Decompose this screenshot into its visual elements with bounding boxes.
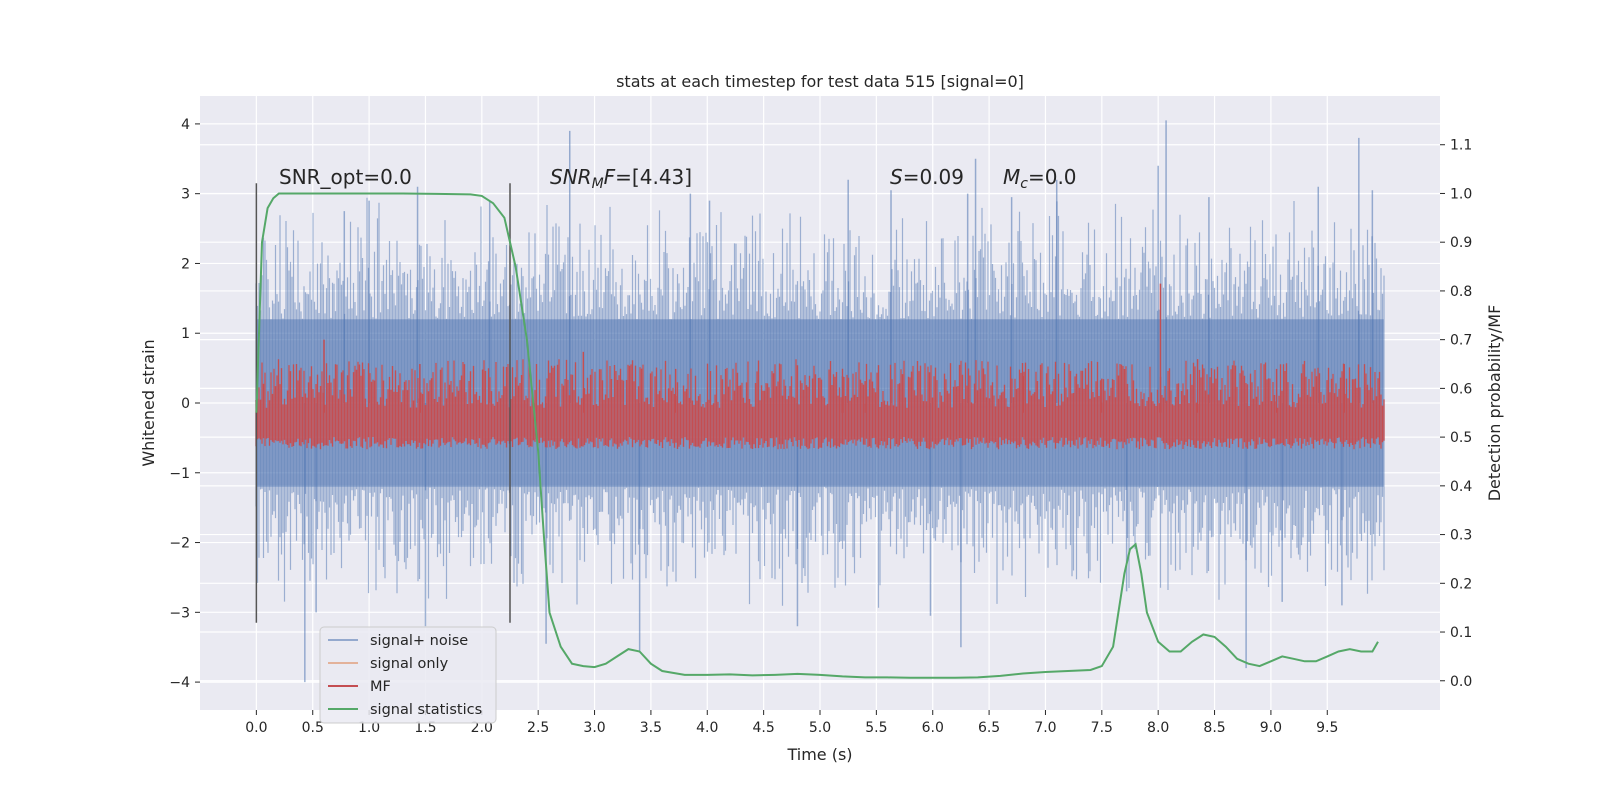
snr-mf-prefix: SNR [550, 165, 592, 189]
x-tick-label: 0.0 [245, 720, 267, 736]
y2-tick-label: 1.0 [1450, 186, 1472, 202]
ticks: 0.0 0.5 1.0 1.5 2.0 2.5 3.0 3.5 4.0 4.5 5.0 5.5 6.0 6… [169, 117, 1472, 736]
y-tick-label: 0 [181, 396, 190, 412]
chart-title: stats at each timestep for test data 515… [616, 72, 1024, 91]
snr-mf-suffix: =[4.43] [615, 165, 692, 189]
mc-symbol: M [1003, 165, 1020, 189]
y-axis-label: Whitened strain [139, 339, 158, 466]
y2-tick-label: 0.4 [1450, 479, 1472, 495]
x-tick-label: 9.5 [1316, 720, 1338, 736]
x-tick-label: 8.5 [1203, 720, 1225, 736]
y2-tick-label: 0.9 [1450, 235, 1472, 251]
annotation-snr-opt: SNR_opt=0.0 [279, 165, 412, 189]
legend-label-signal-noise: signal+ noise [370, 633, 468, 649]
legend: signal+ noise signal only MF signal stat… [319, 626, 497, 724]
signal-statistics-line [255, 192, 1379, 679]
y2-tick-label: 0.8 [1450, 284, 1472, 300]
x-tick-label: 8.0 [1147, 720, 1169, 736]
s-value: =0.09 [903, 165, 964, 189]
x-tick-label: 5.5 [865, 720, 887, 736]
y2-tick-label: 0.2 [1450, 576, 1472, 592]
y2-tick-label: 0.1 [1450, 625, 1472, 641]
x-axis-label: Time (s) [786, 745, 852, 764]
x-tick-label: 6.5 [978, 720, 1000, 736]
x-tick-label: 3.0 [583, 720, 605, 736]
s-symbol: S [890, 165, 903, 189]
x-tick-label: 9.0 [1260, 720, 1282, 736]
y-tick-label: 3 [181, 187, 190, 203]
mc-sub: c [1020, 176, 1028, 192]
y2-axis-label: Detection probability/MF [1485, 305, 1504, 502]
x-tick-label: 2.0 [471, 720, 493, 736]
y-tick-label: 1 [181, 326, 190, 342]
y-tick-label: −4 [169, 675, 190, 691]
snr-mf-mid: F [604, 165, 616, 189]
y2-tick-label: 0.0 [1450, 674, 1472, 690]
legend-label-signal-statistics: signal statistics [370, 702, 482, 718]
series-signal-statistics [255, 192, 1379, 679]
legend-label-signal-only: signal only [370, 656, 449, 672]
annotation-s: S=0.09 [890, 165, 964, 189]
x-tick-label: 1.5 [414, 720, 436, 736]
x-tick-label: 5.0 [809, 720, 831, 736]
y2-tick-label: 0.5 [1450, 430, 1472, 446]
mc-value: =0.0 [1028, 165, 1077, 189]
x-tick-label: 0.5 [302, 720, 324, 736]
y2-tick-label: 0.7 [1450, 333, 1472, 349]
x-tick-label: 2.5 [527, 720, 549, 736]
x-tick-label: 3.5 [640, 720, 662, 736]
x-tick-label: 4.0 [696, 720, 718, 736]
y-tick-label: 2 [181, 256, 190, 272]
y-tick-label: −3 [169, 605, 190, 621]
y-tick-label: 4 [181, 117, 190, 133]
legend-box [319, 626, 497, 724]
x-tick-label: 4.5 [753, 720, 775, 736]
x-tick-label: 6.0 [922, 720, 944, 736]
snr-mf-sub: M [592, 176, 604, 192]
annotation-snr-mf: SNRMF=[4.43] [550, 165, 692, 192]
y-tick-label: −2 [169, 536, 190, 552]
y2-tick-label: 1.1 [1450, 138, 1472, 154]
legend-label-mf: MF [370, 679, 391, 695]
y2-tick-label: 0.3 [1450, 528, 1472, 544]
y-tick-label: −1 [169, 466, 190, 482]
annotation-mc: Mc=0.0 [1003, 165, 1077, 192]
x-tick-label: 1.0 [358, 720, 380, 736]
y2-tick-label: 0.6 [1450, 381, 1472, 397]
x-tick-label: 7.5 [1091, 720, 1113, 736]
x-tick-label: 7.0 [1034, 720, 1056, 736]
